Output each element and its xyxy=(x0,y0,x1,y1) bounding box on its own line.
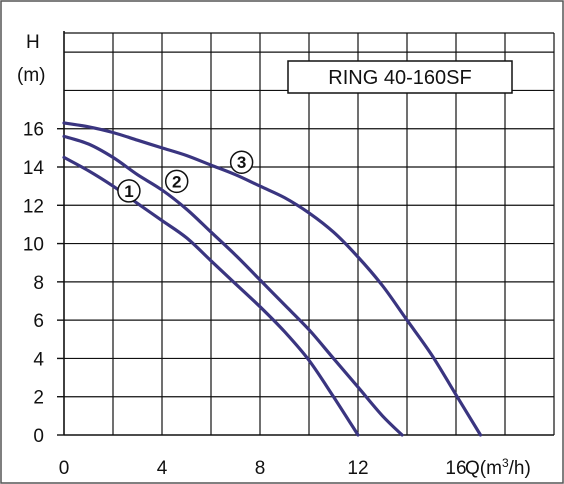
y-tick-label: 14 xyxy=(23,158,45,179)
series-marker-circle xyxy=(117,179,141,203)
series-lines xyxy=(62,121,483,437)
y-tick-label: 12 xyxy=(23,196,44,217)
series-marker-circle xyxy=(229,150,254,174)
series-line-1 xyxy=(62,155,360,437)
series-marker-label: 3 xyxy=(237,153,246,172)
x-axis-label: Q(m3/h) xyxy=(465,456,531,479)
y-tick-label: 0 xyxy=(33,426,44,447)
series-marker-3: 3 xyxy=(229,150,254,174)
series-line-3 xyxy=(62,121,483,437)
y-tick-label: 16 xyxy=(23,120,44,141)
chart-title-box: RING 40-160SF xyxy=(287,60,513,94)
series-marker-1: 1 xyxy=(117,179,141,203)
x-tick-label: 4 xyxy=(157,458,168,479)
chart-title-frame xyxy=(287,60,513,94)
chart-title: RING 40-160SF xyxy=(328,67,471,89)
y-tick-label: 8 xyxy=(33,273,44,294)
y-tick-label: 2 xyxy=(33,388,44,409)
series-marker-label: 2 xyxy=(172,172,181,191)
series-marker-label: 1 xyxy=(124,182,133,201)
series-line-2 xyxy=(62,134,404,437)
series-marker-circle xyxy=(164,169,189,194)
x-tick-label: 8 xyxy=(255,458,266,479)
series-markers: 1 2 3 xyxy=(117,150,254,203)
x-tick-label: 0 xyxy=(59,458,70,479)
x-tick-label: 12 xyxy=(347,458,368,479)
x-tick-label: 16 xyxy=(445,458,466,479)
x-axis-label-superscript: 3 xyxy=(502,456,509,470)
y-tick-label: 10 xyxy=(23,235,44,256)
y-axis-label-h: H xyxy=(26,32,40,53)
series-marker-2: 2 xyxy=(164,169,189,194)
y-tick-label: 4 xyxy=(33,349,44,370)
y-tick-label: 6 xyxy=(33,311,44,332)
y-axis-label-unit: (m) xyxy=(17,65,45,86)
